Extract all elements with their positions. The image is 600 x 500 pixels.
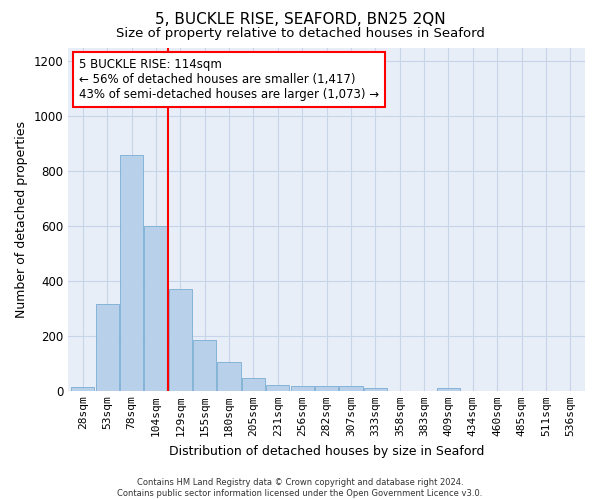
Bar (364, 388, 387, 391)
Text: 5, BUCKLE RISE, SEAFORD, BN25 2QN: 5, BUCKLE RISE, SEAFORD, BN25 2QN (155, 12, 445, 28)
Text: 5 BUCKLE RISE: 114sqm
← 56% of detached houses are smaller (1,417)
43% of semi-d: 5 BUCKLE RISE: 114sqm ← 56% of detached … (79, 58, 379, 101)
Y-axis label: Number of detached properties: Number of detached properties (15, 120, 28, 318)
Bar (315, 386, 338, 391)
Bar (71, 386, 94, 391)
Text: Contains HM Land Registry data © Crown copyright and database right 2024.
Contai: Contains HM Land Registry data © Crown c… (118, 478, 482, 498)
Bar (437, 388, 460, 391)
Bar (217, 362, 241, 391)
Bar (145, 226, 167, 391)
Bar (266, 386, 289, 391)
X-axis label: Distribution of detached houses by size in Seaford: Distribution of detached houses by size … (169, 444, 484, 458)
Text: Size of property relative to detached houses in Seaford: Size of property relative to detached ho… (116, 28, 484, 40)
Bar (340, 386, 362, 391)
Bar (193, 340, 216, 391)
Bar (290, 386, 314, 391)
Bar (242, 378, 265, 391)
Bar (120, 154, 143, 391)
Bar (95, 304, 119, 391)
Bar (169, 289, 192, 391)
